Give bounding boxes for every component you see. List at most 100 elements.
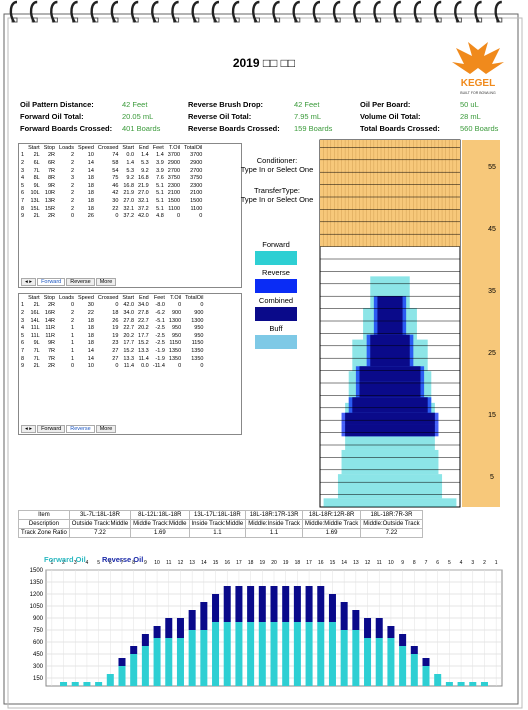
tabs: ◂ ▸ Forward Reverse More [21, 278, 117, 286]
bar [270, 622, 278, 686]
cell: 1.4 [126, 159, 135, 166]
header-row: Start Stop Loads Speed Crossed Start End Feet T.… [19, 144, 204, 152]
y-tick-label: 150 [33, 676, 44, 682]
cell: 14L [30, 317, 40, 324]
spiral-ring [171, 0, 179, 23]
tab[interactable]: Reverse [66, 278, 95, 286]
cell: 1.1 [245, 528, 303, 538]
tab[interactable]: More [95, 278, 117, 286]
cell: 13L-17L:18L-18R [188, 510, 247, 520]
bar [141, 634, 149, 646]
x-tick-label: 19 [283, 560, 289, 566]
row: 1 2L 2R 2 10 74 0.0 1.4 1.4 3700 3700 [19, 152, 204, 160]
cell: 2100 [190, 190, 203, 197]
cell: 2R [47, 363, 56, 370]
bar [71, 682, 79, 686]
tab[interactable]: Forward [37, 425, 66, 433]
bar [141, 646, 149, 686]
cell: 34.0 [138, 302, 149, 309]
x-tick-label: 9 [144, 560, 147, 566]
cell: 2R [47, 302, 56, 309]
bar [375, 638, 383, 686]
spiral-ring [373, 0, 381, 23]
cell: 2 [70, 152, 75, 159]
cell: 21.9 [123, 190, 135, 197]
cell: 26 [87, 213, 94, 220]
cell: 1 [70, 347, 75, 354]
cell: 10 [87, 152, 94, 159]
info-value: 7.95 mL [294, 112, 322, 121]
cell: Middle:Middle Track [301, 519, 362, 529]
cell: 26 [112, 317, 119, 324]
bar [375, 618, 383, 638]
bar [282, 622, 290, 686]
combined-oil [370, 334, 410, 367]
x-tick-label: 15 [330, 560, 336, 566]
y-tick-label: 1500 [30, 568, 44, 574]
cell: 0.0 [126, 152, 135, 159]
combined-oil [377, 296, 403, 335]
cell: 16.8 [138, 175, 149, 182]
cell: 0 [70, 213, 75, 220]
cell: 7L [33, 347, 40, 354]
spiral-ring [353, 0, 361, 23]
cell: 14 [87, 159, 94, 166]
oil-pass [337, 474, 443, 499]
bar [165, 618, 173, 638]
cell: 9.2 [126, 175, 135, 182]
spiral-ring [151, 0, 159, 23]
cell: 1 [70, 332, 75, 339]
cell: 6 [21, 190, 25, 197]
x-tick-label: 19 [260, 560, 266, 566]
x-tick-label: 1 [495, 560, 498, 566]
combined-oil [359, 381, 421, 398]
feet-label: 15 [488, 412, 496, 419]
info-label: Total Boards Crossed: [360, 124, 440, 133]
legend-label: Buff [269, 324, 283, 333]
cell: 1350 [191, 347, 204, 354]
cell: 16.8 [123, 182, 135, 189]
cell: 15.2 [138, 340, 149, 347]
tab[interactable]: More [95, 425, 117, 433]
bar [399, 646, 407, 686]
cell: -2.5 [155, 340, 165, 347]
cell: 1 [70, 340, 75, 347]
cell: 46 [112, 182, 119, 189]
column-header: Stop [43, 294, 56, 301]
row: Description Outside Track:Middle Middle Tr… [18, 519, 423, 529]
cell: 1300 [191, 317, 204, 324]
y-tick-label: 450 [33, 652, 44, 658]
cell: 42.0 [138, 213, 149, 220]
cell: Outside Track:Middle [68, 519, 132, 529]
cell: 18L-18R:12R-8R [301, 510, 362, 520]
bar [165, 638, 173, 686]
logo: KEGEL BUILT FOR BOWLING [452, 42, 504, 95]
info-value: 560 Boards [460, 124, 499, 133]
info-label: Oil Pattern Distance: [20, 100, 94, 109]
bar [293, 622, 301, 686]
cell: 2300 [190, 182, 203, 189]
cell: 7L [33, 355, 40, 362]
x-tick-label: 9 [401, 560, 404, 566]
cell: 18 [87, 317, 94, 324]
spiral-ring [50, 0, 58, 23]
bar [340, 602, 348, 630]
cell: 3 [70, 175, 75, 182]
cell: -1.9 [155, 347, 165, 354]
tab[interactable]: Forward [37, 278, 66, 286]
cell: 15R [44, 205, 56, 212]
tab[interactable]: Reverse [66, 425, 95, 433]
cell: 11.4 [138, 355, 149, 362]
row: 9 2L 2R 0 10 0 11.4 0.0 -11.4 0 0 [19, 362, 205, 370]
bar [235, 622, 243, 686]
oil-pass [323, 498, 457, 507]
column-header: Crossed [97, 294, 119, 301]
cell: 7.22 [68, 528, 132, 538]
column-header: Start [28, 144, 40, 151]
cell: 74 [112, 152, 119, 159]
cell: 2 [70, 309, 75, 316]
cell: 2900 [190, 159, 203, 166]
cell: 3.9 [156, 167, 164, 174]
bar [328, 594, 336, 622]
bar [188, 630, 196, 686]
